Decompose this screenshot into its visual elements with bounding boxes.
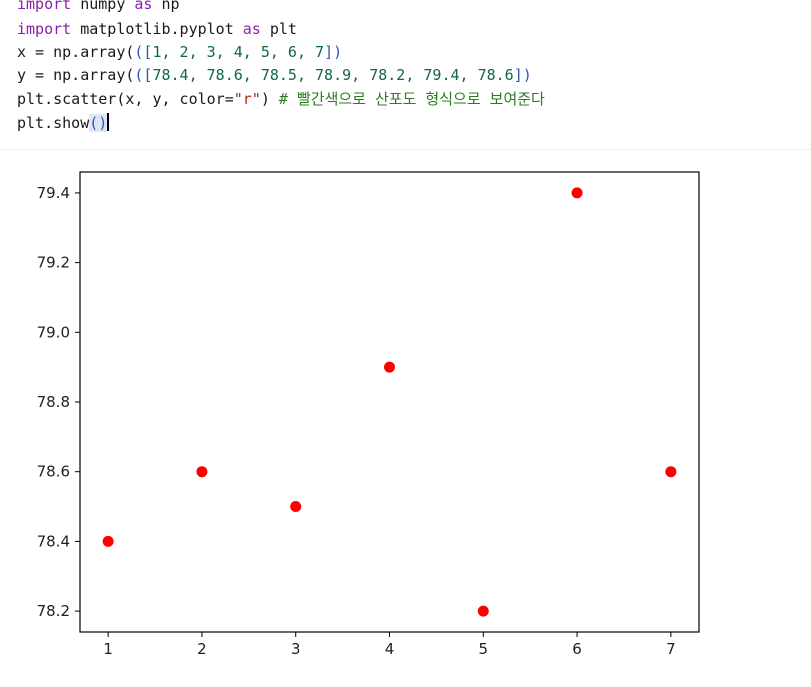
code-text: plt [260,20,297,38]
code-text: plt.show [17,114,90,132]
y-tick-label: 78.2 [37,602,70,620]
y-tick-label: 78.8 [37,393,70,411]
x-tick-label: 6 [572,640,582,658]
bracket: () [89,114,108,132]
y-tick-label: 79.0 [37,323,70,341]
bracket: ]) [324,43,343,61]
code-text: np [152,0,180,13]
number-list: 78.4, 78.6, 78.5, 78.9, 78.2, 79.4, 78.6 [152,66,514,84]
string-literal: "r" [233,90,261,108]
scatter-chart: 1 2 3 4 5 6 7 78.2 78.4 78.6 78.8 79.0 79.2 79.4 [37,171,700,658]
code-line-3: x = np.array(([1, 2, 3, 4, 5, 6, 7]) [17,41,342,64]
code-line-6: plt.show() [17,112,109,135]
code-line-4: y = np.array(([78.4, 78.6, 78.5, 78.9, 7… [17,64,532,87]
code-comment: # 빨간색으로 산포도 형식으로 보여준다 [278,90,545,108]
output-area: 1 2 3 4 5 6 7 78.2 78.4 78.6 78.8 79.0 79.2 79.4 [0,150,811,682]
bracket: ([ [134,66,153,84]
x-tick-label: 1 [103,640,113,658]
text-cursor [107,113,109,131]
scatter-point [384,361,395,373]
scatter-point [665,466,677,478]
keyword: as [242,20,261,38]
y-tick-label: 79.4 [37,184,70,202]
code-text: matplotlib.pyplot [71,20,243,38]
code-line-2: import matplotlib.pyplot as plt [17,18,297,41]
x-tick-label: 2 [197,640,207,658]
code-cell[interactable]: import numpy as np import matplotlib.pyp… [0,0,811,150]
scatter-point [196,466,208,478]
plot-frame [79,171,700,633]
x-tick-label: 5 [479,640,489,658]
x-tick-label: 3 [291,640,301,658]
bracket: ([ [134,43,153,61]
y-tick-label: 78.6 [37,463,70,481]
code-text: plt.scatter(x, y, color= [17,90,234,108]
code-text: y = np.array( [17,66,135,84]
cell-divider [0,149,811,150]
code-text: ) [260,90,279,108]
keyword: import [17,20,72,38]
scatter-point [290,501,302,513]
bracket: ]) [513,66,532,84]
scatter-point [571,187,583,199]
code-text: numpy [71,0,135,13]
code-text: x = np.array( [17,43,135,61]
y-tick-label: 78.4 [37,532,70,550]
y-tick-label: 79.2 [37,254,70,272]
scatter-point [477,605,489,617]
x-tick-label: 4 [385,640,395,658]
keyword: import [17,0,72,13]
code-line-1: import numpy as np [17,0,180,16]
scatter-point [102,535,114,547]
x-tick-label: 7 [666,640,676,658]
code-line-5: plt.scatter(x, y, color="r") # 빨간색으로 산포도… [17,88,545,111]
number-list: 1, 2, 3, 4, 5, 6, 7 [152,43,325,61]
keyword: as [134,0,153,13]
